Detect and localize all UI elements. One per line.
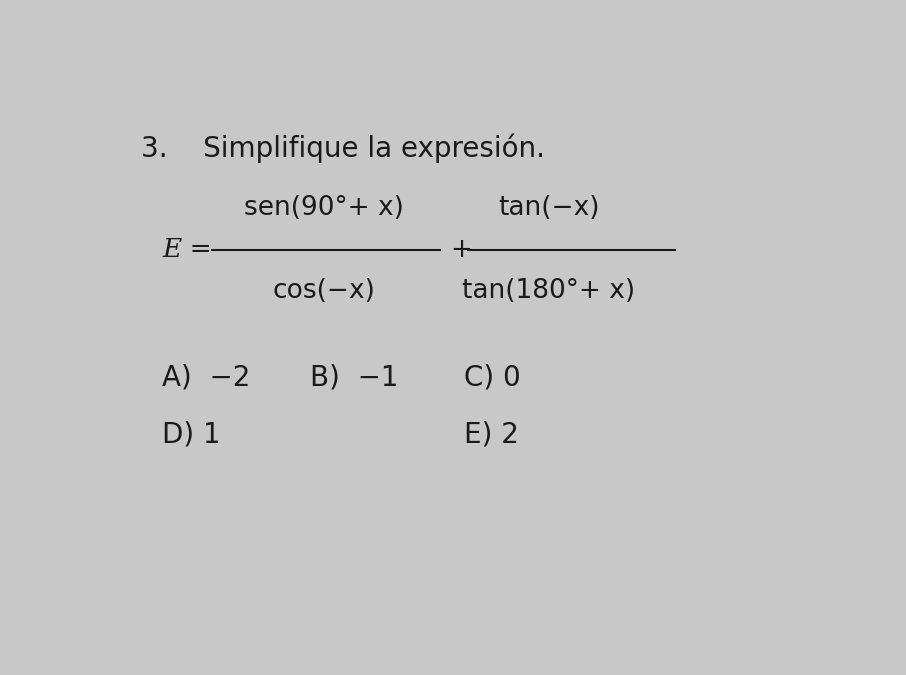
Text: C) 0: C) 0 (464, 363, 521, 392)
Text: D) 1: D) 1 (162, 421, 221, 448)
Text: tan(180°+ x): tan(180°+ x) (462, 279, 635, 304)
Text: sen(90°+ x): sen(90°+ x) (244, 195, 404, 221)
Text: +: + (449, 237, 472, 263)
Text: A)  −2: A) −2 (162, 363, 251, 392)
Text: 3.    Simplifique la expresión.: 3. Simplifique la expresión. (141, 134, 545, 163)
Text: cos(−x): cos(−x) (273, 279, 375, 304)
Text: B)  −1: B) −1 (310, 363, 399, 392)
Text: E =: E = (162, 238, 212, 263)
Text: E) 2: E) 2 (464, 421, 519, 448)
Text: tan(−x): tan(−x) (497, 195, 600, 221)
